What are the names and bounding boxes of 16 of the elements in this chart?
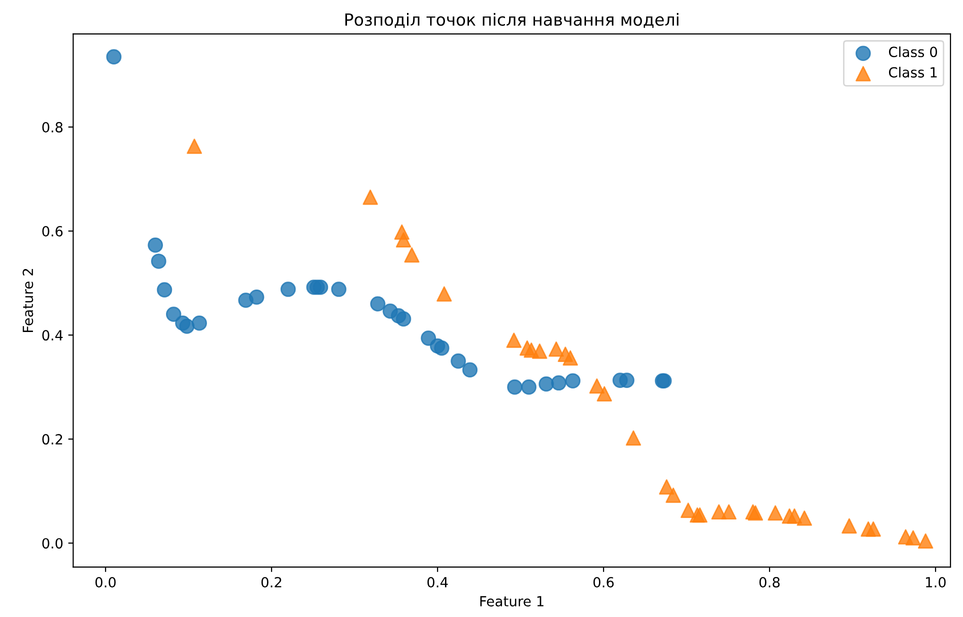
- x-axis-title: Feature 1: [480, 596, 544, 606]
- x-tick-label: 0.0: [95, 576, 116, 588]
- x-tick-label: 0.6: [593, 576, 614, 588]
- y-tick-label: 0.0: [42, 538, 63, 549]
- y-tick-label: 0.4: [42, 330, 63, 341]
- x-tick-label: 1.0: [926, 576, 946, 588]
- x-tick-label: 0.8: [759, 576, 780, 588]
- x-tick-label: 0.2: [261, 576, 282, 588]
- y-tick-label: 0.6: [42, 226, 63, 237]
- y-axis-title: Feature 2: [22, 269, 34, 332]
- x-tick-label: 0.4: [427, 576, 448, 588]
- y-tick-label: 0.2: [42, 434, 62, 445]
- y-tick-label: 0.8: [42, 122, 63, 133]
- legend-label: Class 0: [888, 46, 938, 58]
- legend-label: Class 1: [888, 66, 937, 78]
- chart-title: Розподіл точок після навчання моделі: [345, 12, 678, 28]
